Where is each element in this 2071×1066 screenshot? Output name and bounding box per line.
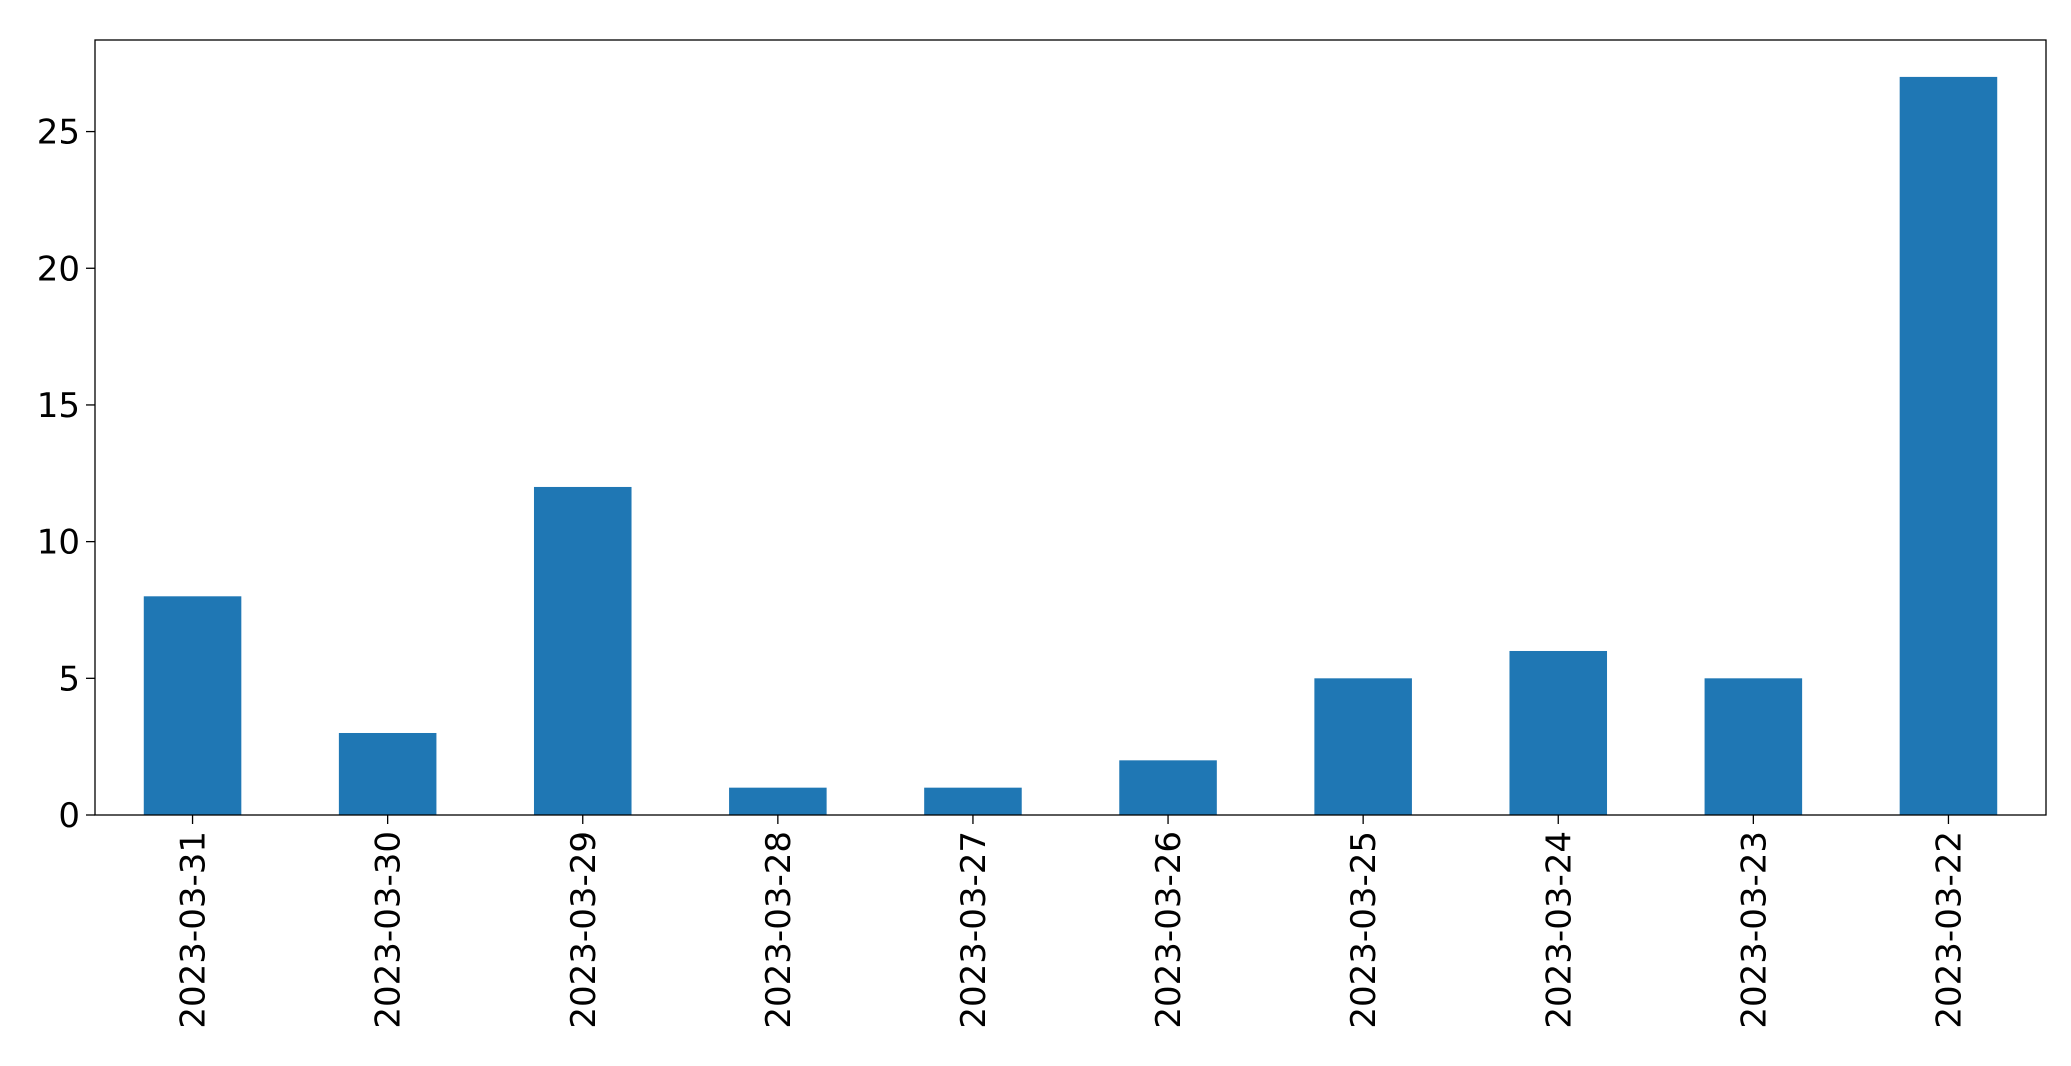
x-tick-label: 2023-03-30 [369, 831, 409, 1029]
bar-2023-03-30 [338, 732, 437, 815]
y-tick-label: 15 [37, 386, 80, 426]
bar-2023-03-31 [143, 596, 242, 815]
bar-2023-03-27 [924, 787, 1022, 815]
y-tick-label: 0 [58, 796, 80, 836]
x-tick-label: 2023-03-24 [1539, 831, 1579, 1029]
y-axis: 0 5 10 15 20 25 [37, 113, 95, 836]
y-tick-label: 25 [37, 113, 80, 153]
bar-2023-03-28 [729, 787, 827, 815]
x-tick-label: 2023-03-29 [564, 831, 604, 1029]
bar-2023-03-22 [1899, 76, 1998, 815]
bar-2023-03-26 [1119, 760, 1217, 815]
bar-2023-03-25 [1314, 678, 1412, 815]
y-tick-label: 20 [37, 249, 80, 289]
bar-2023-03-24 [1509, 650, 1608, 815]
x-tick-label: 2023-03-23 [1734, 831, 1774, 1029]
x-tick-label: 2023-03-27 [954, 831, 994, 1029]
x-tick-label: 2023-03-28 [759, 831, 799, 1029]
x-tick-label: 2023-03-31 [174, 831, 214, 1029]
bar-2023-03-23 [1704, 678, 1803, 815]
y-tick-label: 10 [37, 523, 80, 563]
x-axis: 2023-03-31 2023-03-30 2023-03-29 2023-03-28… [174, 815, 1969, 1029]
x-tick-label: 2023-03-22 [1929, 831, 1969, 1029]
plot-frame [94, 39, 2047, 816]
x-tick-label: 2023-03-26 [1149, 831, 1189, 1029]
y-tick-label: 5 [58, 659, 80, 699]
bar-2023-03-29 [533, 486, 632, 815]
bars-layer [143, 76, 1998, 815]
x-tick-label: 2023-03-25 [1344, 831, 1384, 1029]
